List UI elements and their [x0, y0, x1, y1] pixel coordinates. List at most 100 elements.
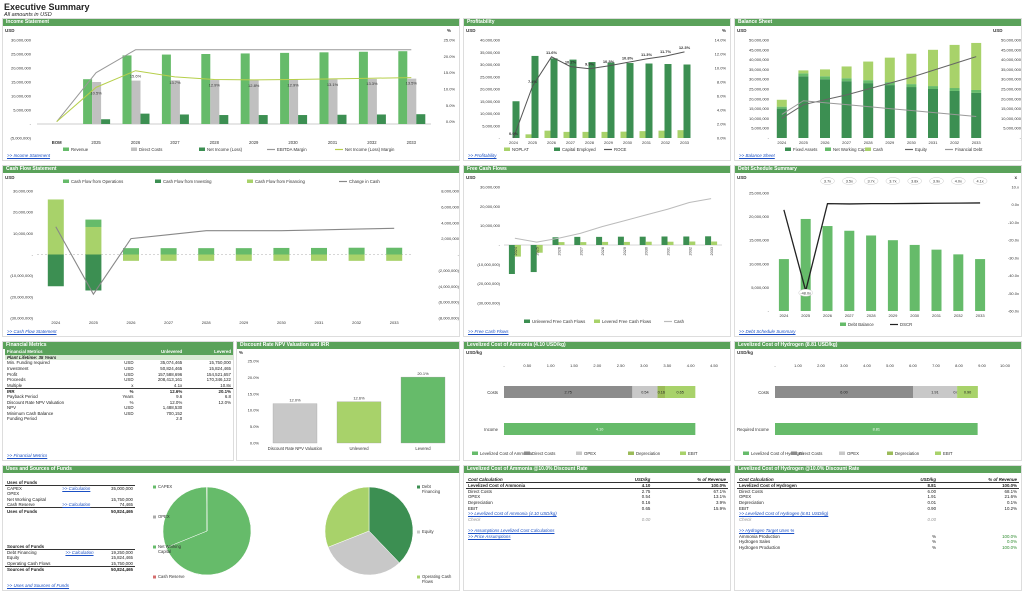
x-tick-label: 2024 [509, 140, 519, 145]
uses-sources-link[interactable]: >> Uses and Sources of Funds [7, 583, 70, 588]
panel-title: Uses and Sources of Funds [3, 466, 459, 473]
y-tick-label: (5,000,000) [11, 136, 32, 141]
metric-row: Discount Rate NPV Valuation% 12.0% 12.0% [7, 399, 231, 405]
cash-flow-link[interactable]: >> Cash Flow Statement [7, 329, 57, 334]
x-tick-label: 2031 [642, 140, 652, 145]
data-label: 13.7% [169, 80, 181, 85]
cost-link[interactable]: >> Levelized Cost of Hydrogen (8.81 USD/… [739, 511, 829, 517]
x-tick-label: 10.00 [1000, 363, 1011, 368]
bar-cash-flow-from-operations [273, 247, 290, 255]
financial-metrics-table: Financial Metrics Unlevered Levered Plant L… [5, 349, 233, 422]
uses-pie-slice [162, 486, 208, 548]
table-header: Cost Calculation USD/kg% of Revenue [737, 477, 1019, 484]
bar-unlevered-free-cash-flows [552, 237, 559, 245]
bar-revenue [201, 54, 211, 124]
bar-debt-balance [931, 249, 942, 311]
x-tick-label: 2028 [210, 140, 220, 145]
data-label: 0.0% [509, 131, 519, 136]
balance-sheet-link[interactable]: >> Balance Sheet [739, 153, 775, 158]
assumptions-link[interactable]: >> Assumptions Levelized Cost Calculatio… [468, 528, 555, 534]
legend-swatch [524, 319, 530, 323]
legend-label: Change in Cash [349, 179, 380, 184]
data-label: 15.6% [130, 74, 142, 79]
y-tick-label: (30,000,000) [10, 316, 33, 321]
data-label-bubble [863, 177, 879, 185]
x-tick-label: 5.00 [886, 363, 895, 368]
x-tick-label: 2033 [710, 247, 714, 255]
bar-levered-free-cash-flows [711, 241, 718, 245]
bar-revenue [280, 52, 290, 124]
financial-metrics-link[interactable]: >> Financial Metrics [7, 453, 48, 458]
metric-row: Plant Lifetime: 35 Years [5, 354, 233, 361]
bar-direct-costs [504, 386, 633, 398]
bar-unlevered-free-cash-flows [705, 236, 712, 245]
income-statement-link[interactable]: >> Income Statement [7, 153, 51, 158]
bar-direct-costs [289, 79, 299, 124]
sources-pie-slice [327, 530, 400, 576]
debt-schedule-link[interactable]: >> Debt Schedule Summary [739, 329, 796, 334]
bar-fixed-assets [928, 89, 938, 138]
y2-tick-label: (8,000,000) [439, 316, 460, 321]
target-use-row: Hydrogen Sales% 0.0% [739, 539, 1017, 545]
bar-cash-flow-from-operations [123, 248, 139, 255]
panel-title: Profitability [464, 19, 730, 26]
free-cash-flows-link[interactable]: >> Free Cash Flows [468, 329, 509, 334]
x-tick-label: 2032 [954, 313, 964, 318]
y2-tick-label: 10.x [1011, 185, 1019, 190]
free-cash-flows-panel: Free Cash Flows USD 30,000,000 20,000,000 1… [463, 165, 731, 337]
y2-tick-label: 10.0% [715, 66, 727, 71]
data-label: 0.54 [641, 391, 648, 395]
data-label-bubble [842, 177, 857, 185]
legend-label: Levered Free Cash Flows [602, 319, 651, 324]
y-tick-label: 10,000,000 [749, 261, 770, 266]
table-row: Direct Costs 6.00 68.1% [739, 489, 1017, 495]
data-label: 20.1% [417, 371, 429, 376]
check-row: Check 0.00 [468, 516, 651, 522]
x-tick-label: Levered [415, 446, 431, 451]
bar-cash-flow-from-operations [198, 248, 215, 255]
data-label: 13.3% [366, 81, 378, 86]
income-chart: USD % 30,000,000 25,000,000 20,000,000 15,000… [5, 28, 456, 152]
x-tick-label: 2031 [929, 140, 939, 145]
y2-tick-label: 4,000,000 [441, 220, 460, 225]
profitability-link[interactable]: >> Profitability [468, 153, 497, 158]
y-tick-label: 20,000,000 [480, 87, 501, 92]
table-row: OPEX [7, 491, 20, 497]
x-tick-label: 2031 [667, 247, 671, 255]
bar-cash [949, 44, 960, 89]
bar-net-income-loss- [179, 114, 189, 124]
bar-cash [971, 42, 982, 90]
x-tick-label: 2026 [131, 140, 141, 145]
y-tick-label: 30,000,000 [13, 189, 34, 194]
legend-swatch [153, 575, 156, 579]
price-assumptions-link[interactable]: >> Price Assumptions [468, 533, 511, 539]
y2-tick-label: 15.0% [444, 70, 456, 75]
bar-net-income-loss- [140, 113, 150, 124]
bar-cash [776, 99, 787, 107]
cost-link[interactable]: >> Levelized Cost of Ammonia (4.10 USD/k… [468, 511, 557, 517]
x-tick-label: 2030 [277, 320, 287, 325]
balance-sheet-chart: USD USD50,000,00045,000,00040,000,00035,0… [737, 28, 1022, 152]
y-tick-label: 20,000,000 [11, 66, 32, 71]
y2-tick-label: 10,000,000 [1001, 116, 1022, 121]
bar-revenue [319, 52, 329, 124]
x-tick-label: 2025 [799, 140, 809, 145]
legend-label: OPEX [584, 451, 596, 456]
x-tick-label: 2024 [514, 247, 518, 255]
y2-tick-label: 6,000,000 [441, 204, 460, 209]
table-total: Uses of Funds 50,824,465 [5, 507, 135, 514]
data-label: 13.5% [406, 81, 418, 86]
data-label: 12.8% [248, 83, 260, 88]
x-tick-label: 2028 [864, 140, 874, 145]
data-label-bubble [907, 177, 922, 185]
legend-label: Capital Employed [562, 147, 596, 152]
bar-fixed-assets [971, 92, 982, 138]
data-label: 12.9% [287, 83, 299, 88]
assumptions-link[interactable]: >> Hydrogen Target Uses % [739, 528, 795, 534]
y-tick-label: 5,000,000 [482, 123, 501, 128]
table-row: Equity 15,824,465 [7, 555, 133, 561]
table-row: EBIT 0.65 15.9% [468, 505, 726, 511]
data-label: 12.6% [353, 396, 365, 401]
x-tick-label: 2025 [528, 140, 538, 145]
data-label: 11.7% [660, 49, 672, 54]
